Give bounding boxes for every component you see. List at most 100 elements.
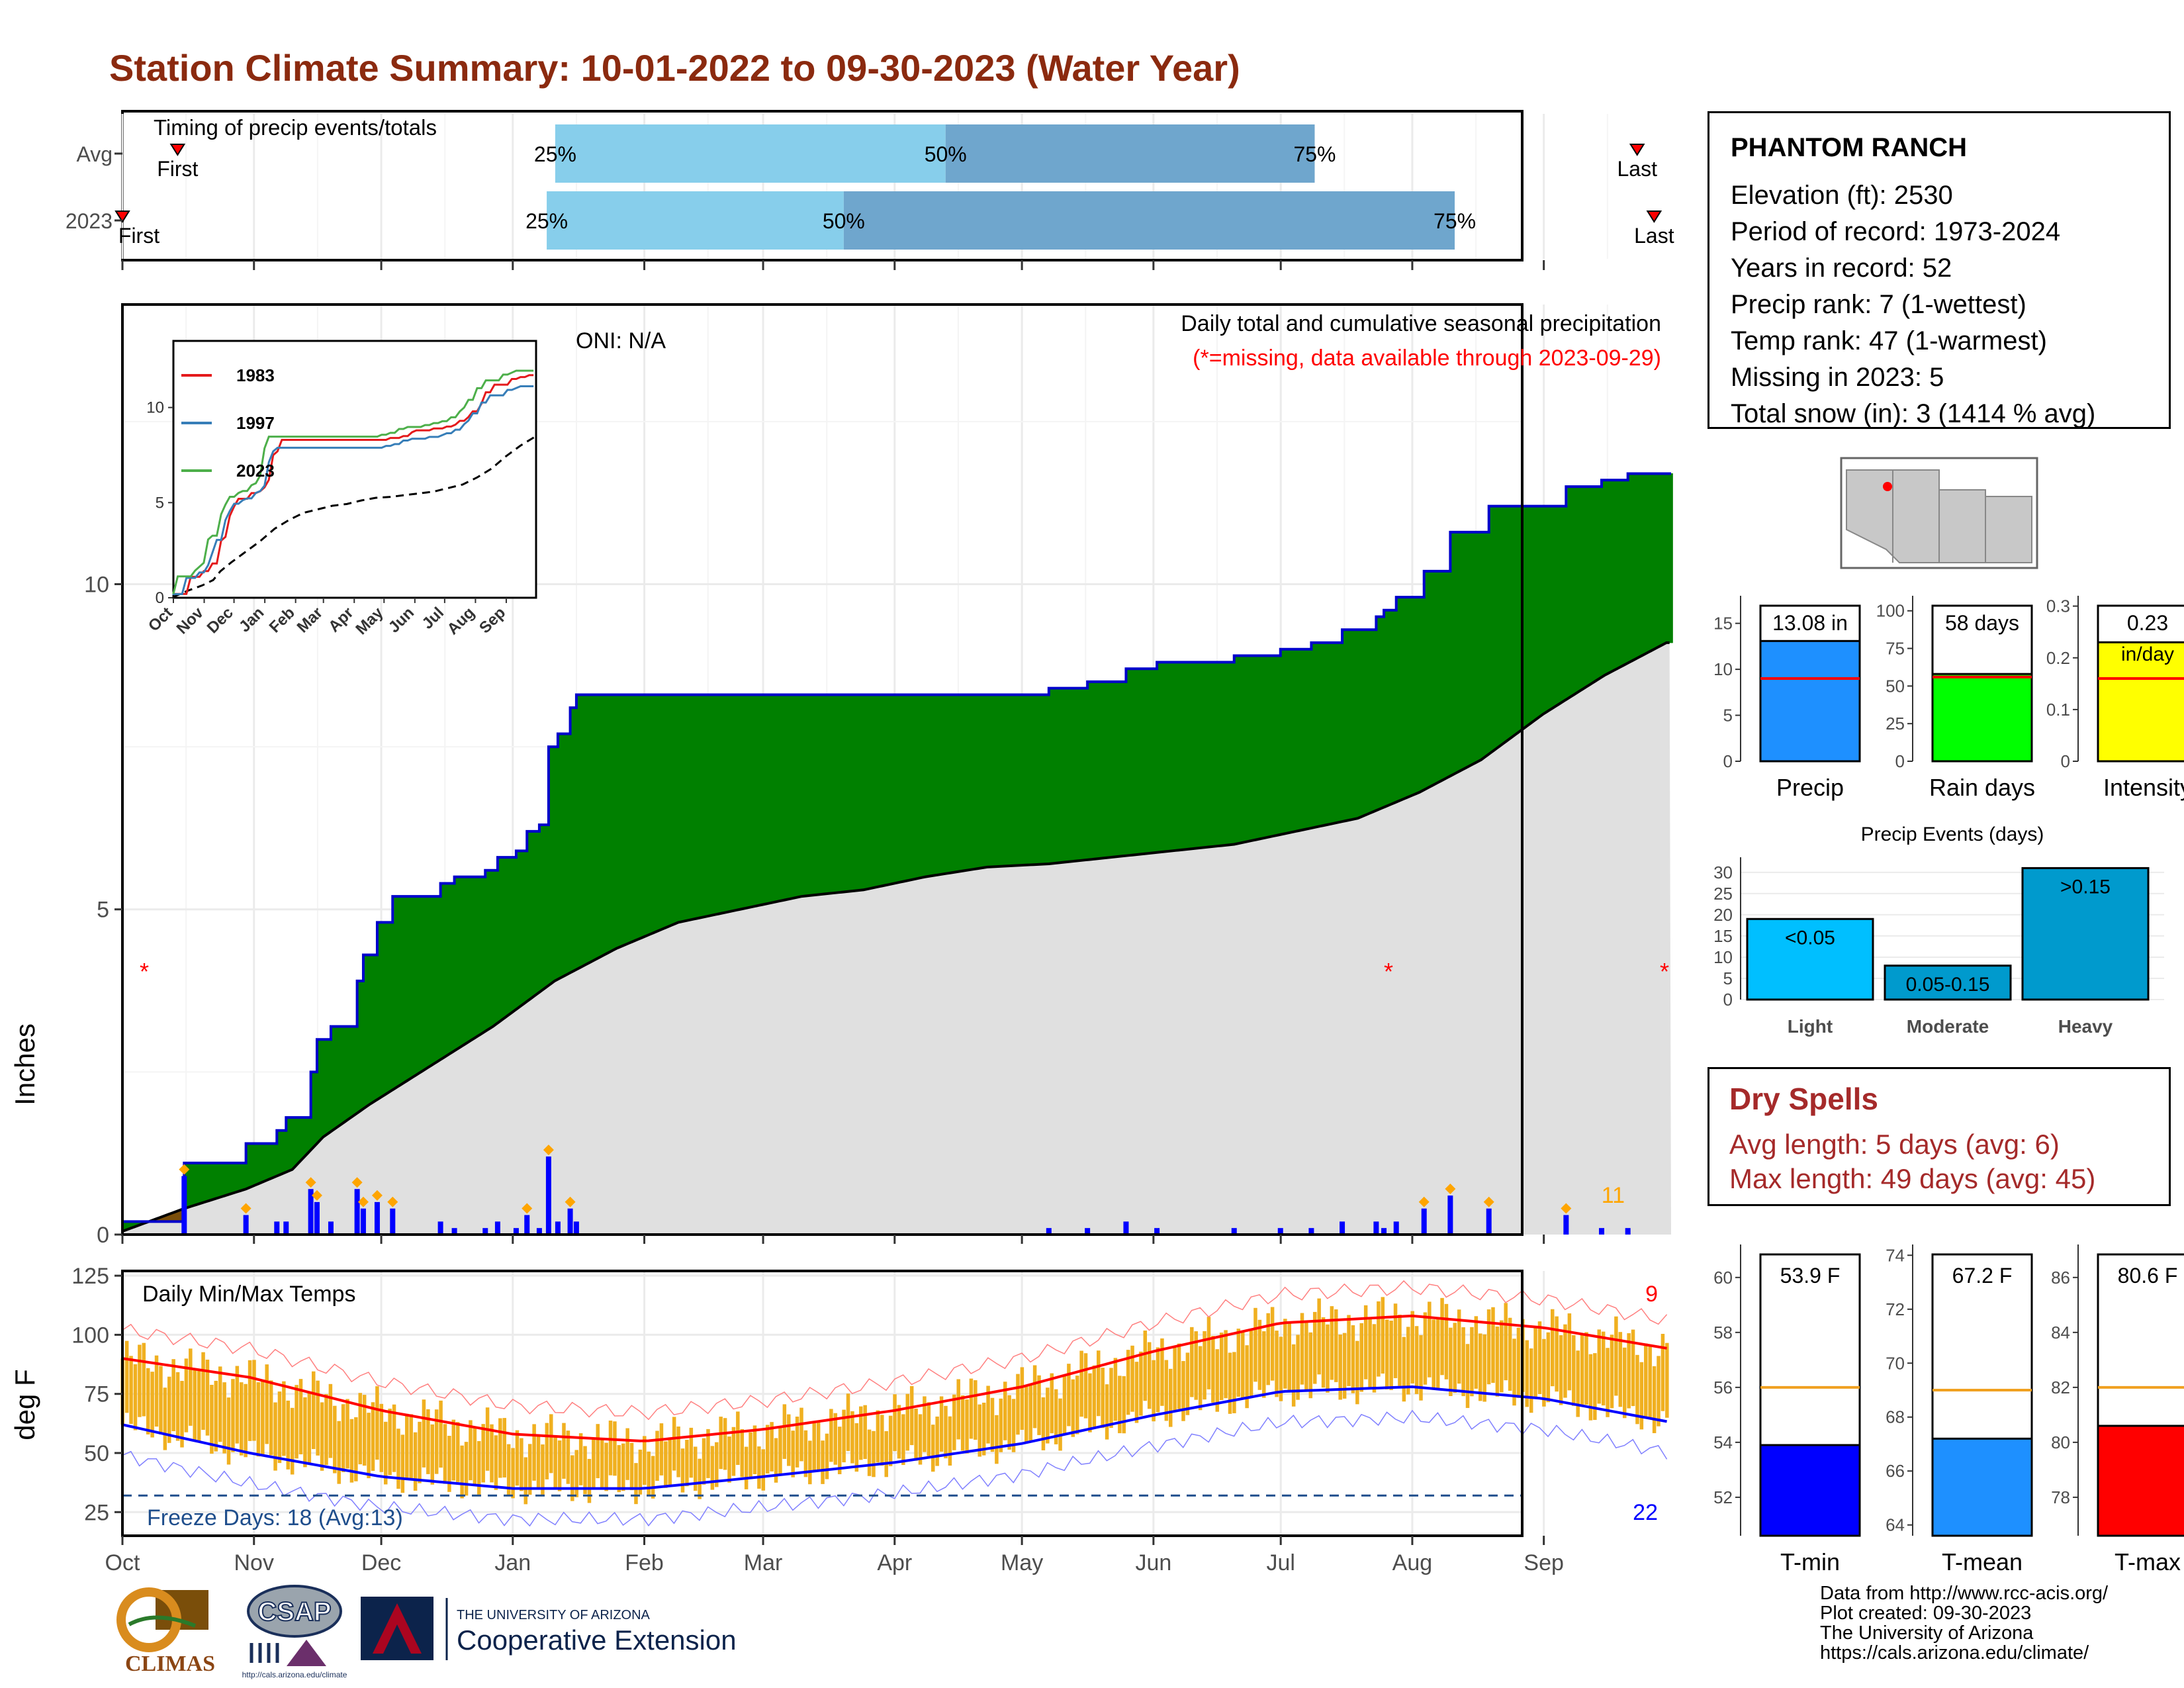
climas-text: CLIMAS [125,1652,215,1676]
daily-temp-bar [1215,1349,1220,1412]
daily-temp-bar [1291,1344,1296,1407]
daily-temp-bar [1236,1329,1241,1397]
daily-temp-bar [791,1430,795,1477]
daily-temp-bar [757,1446,761,1489]
daily-temp-bar [1495,1326,1500,1397]
daily-temp-bar [1024,1386,1028,1444]
daily-temp-bar [1169,1368,1173,1427]
daily-precip-marker [1483,1196,1494,1207]
daily-temp-bar [808,1440,812,1485]
daily-temp-bar [1622,1347,1627,1419]
daily-temp-bar [1075,1376,1079,1434]
daily-temp-bar [1631,1329,1635,1407]
daily-temp-bar [833,1413,838,1465]
timing-q75-label: 75% [1293,142,1336,166]
daily-temp-bar [914,1408,918,1461]
daily-temp-bar [876,1410,880,1463]
daily-temp-bar [634,1463,638,1505]
events-y-tick-label: 5 [1723,968,1733,988]
daily-temp-bar [1359,1323,1363,1392]
daily-temp-bar [337,1421,341,1484]
daily-temp-bar [1275,1331,1279,1397]
dry-spells-title: Dry Spells [1729,1082,1878,1116]
daily-precip-bar [1277,1228,1283,1235]
daily-temp-bar [710,1446,715,1490]
record-max-line [122,1280,1668,1421]
daily-precip-marker [179,1164,190,1175]
daily-temp-bar [133,1364,138,1430]
daily-temp-bar [1296,1335,1300,1400]
daily-temp-bar [854,1423,859,1472]
summary-y-tick-label: 25 [1886,714,1905,733]
daily-temp-bar [1453,1323,1457,1393]
daily-temp-bar [244,1383,248,1458]
station-info-line: Years in record: 52 [1731,254,1952,283]
daily-temp-bar [698,1458,702,1499]
daily-temp-bar [375,1386,379,1460]
daily-temp-bar [520,1438,523,1491]
daily-temp-bar [604,1442,608,1491]
dry-spell-line: Max length: 49 days (avg: 45) [1729,1163,2096,1194]
daily-temp-bar [1113,1358,1118,1421]
precip-subtitle: (*=missing, data available through 2023-… [1193,346,1661,371]
temp-x-tick-label: Jan [494,1550,531,1575]
timing-bar-q50-q75 [843,191,1455,250]
daily-temp-bar [180,1381,184,1448]
daily-temp-bar [999,1398,1003,1452]
daily-temp-bar [159,1366,163,1434]
timing-first-label: First [157,157,198,181]
temp-summary-y-tick-label: 54 [1713,1432,1733,1452]
daily-temp-bar [566,1430,570,1484]
daily-temp-bar [893,1394,897,1452]
daily-temp-bar [842,1409,846,1463]
daily-temp-bar [1041,1397,1046,1450]
daily-precip-bar [1486,1208,1492,1235]
daily-temp-bar [451,1419,456,1481]
daily-temp-bar [273,1402,277,1471]
daily-temp-bar [664,1441,668,1488]
station-info-line: Missing in 2023: 5 [1731,363,1944,392]
daily-temp-bar [1529,1348,1533,1413]
daily-temp-bar [689,1427,694,1478]
daily-temp-bar [477,1440,481,1495]
temp-summary-y-tick-label: 58 [1713,1323,1733,1342]
daily-temp-bar [960,1395,965,1451]
daily-temp-bar [727,1436,731,1483]
daily-temp-bar [897,1405,901,1459]
daily-temp-bar [825,1433,829,1479]
daily-precip-marker [387,1196,398,1207]
daily-temp-bar [1661,1333,1665,1411]
daily-precip-bar [1340,1221,1345,1235]
daily-temp-bar [231,1379,235,1452]
daily-temp-bar [927,1402,931,1456]
daily-temp-bar [613,1421,617,1476]
inset-frame [172,340,537,599]
daily-precip-marker [240,1203,251,1214]
summary-value-label: 58 days [1945,611,2019,635]
daily-temp-bar [222,1382,226,1454]
summary-value-label: 13.08 in [1772,611,1848,635]
daily-temp-bar [1461,1327,1465,1397]
daily-temp-bar [1198,1346,1203,1411]
daily-temp-bar [430,1424,434,1485]
daily-temp-bar [643,1436,647,1485]
summary-value-label: 0.23 [2127,611,2168,635]
temp-y-tick-label: 25 [84,1500,109,1525]
daily-temp-bar [787,1414,791,1466]
daily-temp-bar [774,1438,778,1483]
daily-temp-bar [1440,1297,1444,1376]
location-map [1840,457,2038,569]
temp-summary-y-tick-label: 52 [1713,1487,1733,1507]
daily-temp-bar [1504,1303,1508,1381]
daily-precip-bar [374,1201,380,1235]
daily-temp-bar [1109,1368,1113,1429]
daily-precip-bar [328,1221,334,1235]
daily-temp-bar [1428,1301,1432,1378]
daily-precip-bar [545,1156,551,1235]
summary-y-tick-label: 0.3 [2046,596,2070,616]
daily-temp-bar [1423,1312,1428,1385]
record-min-line [122,1409,1668,1527]
temp-summary-category-label: T-min [1780,1548,1840,1575]
events-y-tick-label: 10 [1713,947,1733,967]
